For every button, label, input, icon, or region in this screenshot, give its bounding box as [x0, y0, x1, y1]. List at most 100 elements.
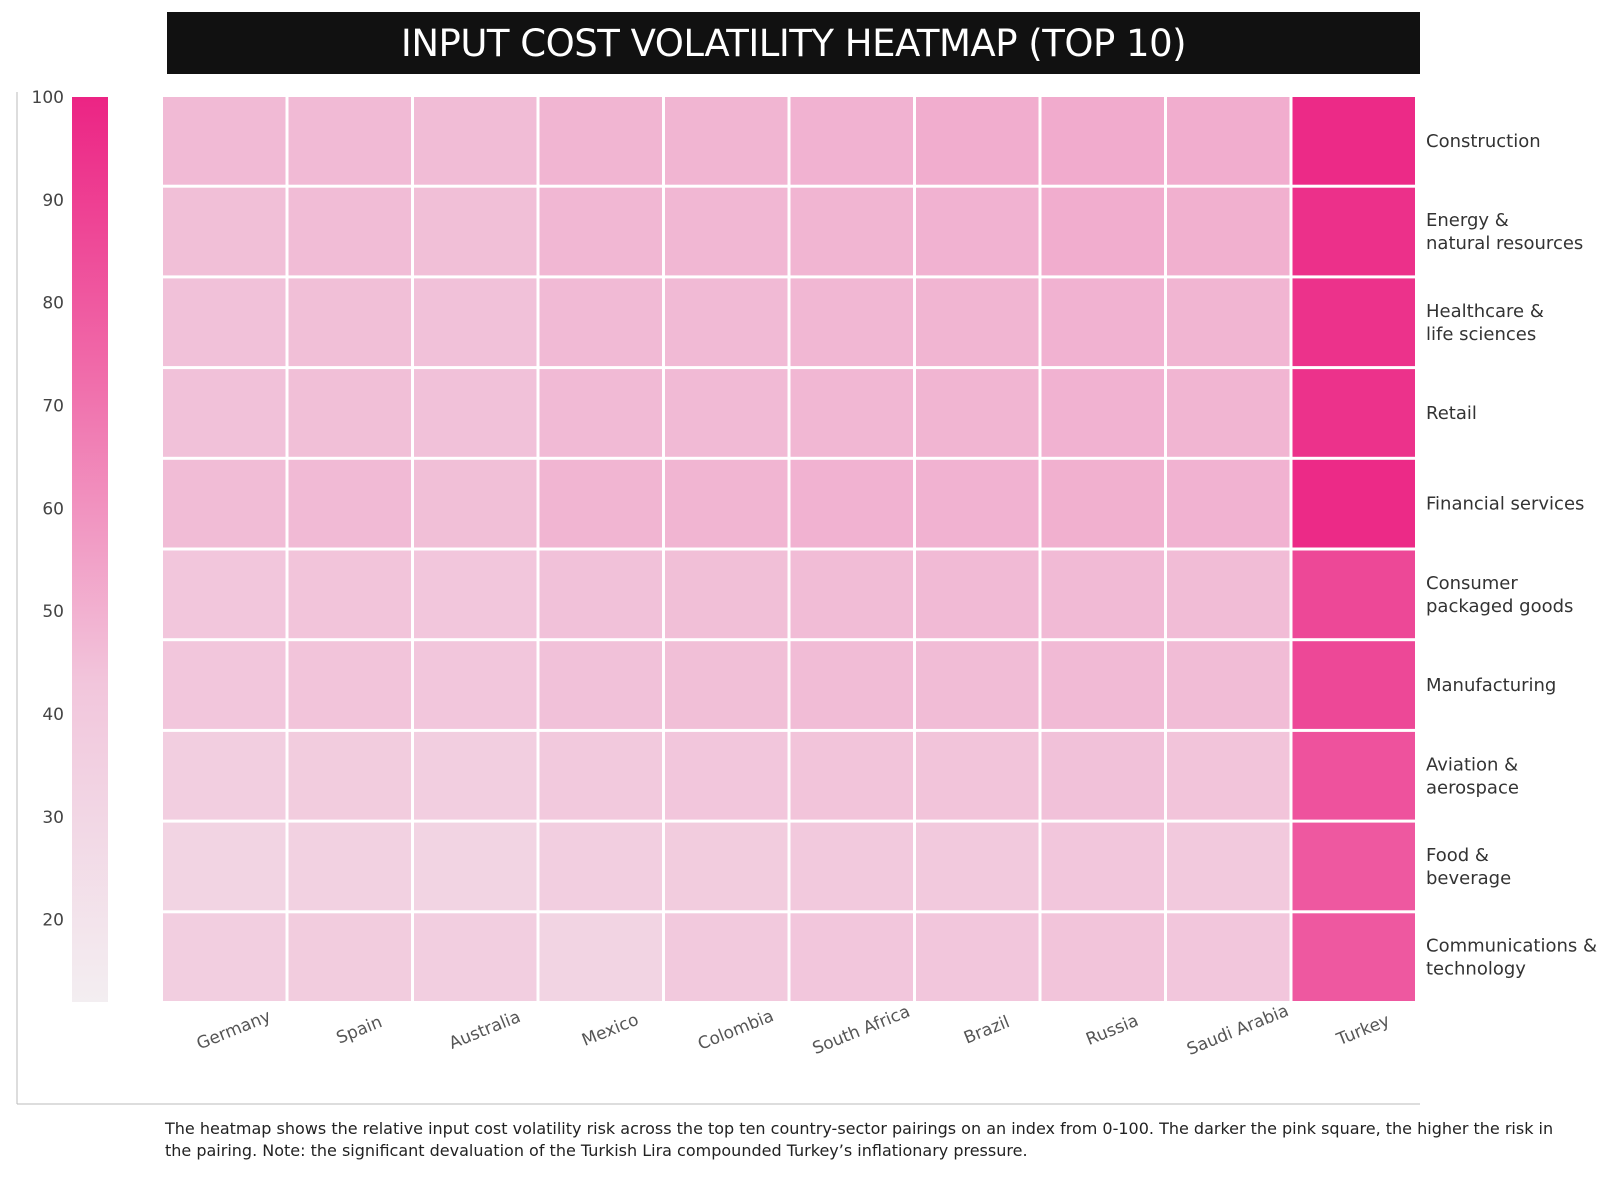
- row-label: packaged goods: [1426, 596, 1573, 617]
- row-label: Manufacturing: [1426, 675, 1556, 696]
- heatmap-cell: [1292, 97, 1415, 185]
- heatmap-cell: [916, 97, 1039, 185]
- heatmap-cell: [288, 459, 411, 548]
- column-label: Colombia: [695, 1006, 777, 1054]
- heatmap-cell: [1167, 459, 1290, 548]
- row-label: Food &: [1426, 845, 1489, 866]
- heatmap-cell: [288, 550, 411, 639]
- heatmap-cell: [163, 822, 286, 911]
- heatmap-cell: [790, 459, 913, 548]
- row-label: natural resources: [1426, 233, 1583, 254]
- scale-tick-label: 20: [42, 911, 64, 931]
- column-label: Brazil: [961, 1012, 1012, 1048]
- heatmap-cell: [790, 187, 913, 276]
- heatmap-cell: [1167, 913, 1290, 1001]
- heatmap-cell: [414, 459, 537, 548]
- row-label: Energy &: [1426, 210, 1509, 231]
- heatmap-cell: [1167, 369, 1290, 457]
- heatmap-cell: [288, 913, 411, 1001]
- heatmap-cell: [163, 550, 286, 639]
- row-label: life sciences: [1426, 324, 1536, 345]
- heatmap-cell: [1167, 731, 1290, 820]
- chart-title: INPUT COST VOLATILITY HEATMAP (TOP 10): [167, 12, 1420, 74]
- heatmap-cell: [1041, 913, 1164, 1001]
- row-label: Aviation &: [1426, 754, 1518, 775]
- heatmap-cell: [163, 731, 286, 820]
- heatmap-cell: [1292, 187, 1415, 276]
- heatmap-cell: [414, 913, 537, 1001]
- heatmap-cell: [414, 731, 537, 820]
- heatmap-cell: [1292, 369, 1415, 457]
- heatmap-cell: [1167, 187, 1290, 276]
- heatmap-cell: [539, 550, 662, 639]
- heatmap-cell: [163, 913, 286, 1001]
- column-label: Spain: [334, 1012, 386, 1048]
- column-label: Saudi Arabia: [1184, 1001, 1292, 1060]
- heatmap-cell: [1292, 550, 1415, 639]
- row-label: technology: [1426, 959, 1526, 980]
- column-label: Russia: [1083, 1011, 1141, 1050]
- heatmap-cell: [414, 822, 537, 911]
- heatmap-cell: [288, 822, 411, 911]
- heatmap-cell: [288, 187, 411, 276]
- heatmap-cell: [1292, 731, 1415, 820]
- heatmap-cell: [790, 913, 913, 1001]
- scale-tick-label: 100: [32, 88, 64, 108]
- heatmap-cell: [790, 822, 913, 911]
- heatmap-cell: [163, 97, 286, 185]
- scale-tick-label: 60: [42, 499, 64, 519]
- heatmap-cell: [665, 641, 788, 729]
- heatmap-cell: [539, 913, 662, 1001]
- heatmap-cell: [665, 369, 788, 457]
- scale-tick-label: 30: [42, 808, 64, 828]
- heatmap-cell: [288, 731, 411, 820]
- heatmap-cell: [1167, 641, 1290, 729]
- heatmap-cell: [539, 278, 662, 367]
- heatmap-cell: [163, 278, 286, 367]
- heatmap-cell: [916, 459, 1039, 548]
- heatmap-cell: [665, 187, 788, 276]
- column-label: Turkey: [1333, 1011, 1393, 1051]
- column-label: Germany: [194, 1006, 274, 1054]
- column-label: Mexico: [579, 1010, 642, 1051]
- scale-tick-label: 90: [42, 191, 64, 211]
- heatmap-cell: [163, 459, 286, 548]
- heatmap-cell: [1041, 641, 1164, 729]
- color-scale-bar: [72, 97, 108, 1002]
- heatmap-cell: [1167, 97, 1290, 185]
- heatmap-cell: [790, 731, 913, 820]
- heatmap-cell: [539, 731, 662, 820]
- column-label: Australia: [446, 1007, 523, 1054]
- heatmap-cell: [1292, 822, 1415, 911]
- heatmap-cell: [288, 641, 411, 729]
- heatmap-cell: [790, 278, 913, 367]
- heatmap-cell: [1041, 731, 1164, 820]
- row-label: Communications &: [1426, 936, 1597, 957]
- heatmap-cell: [1167, 822, 1290, 911]
- heatmap-cell: [288, 97, 411, 185]
- heatmap-cell: [665, 731, 788, 820]
- heatmap-cell: [1167, 278, 1290, 367]
- row-label: beverage: [1426, 868, 1511, 889]
- heatmap-cell: [414, 278, 537, 367]
- heatmap-cell: [163, 641, 286, 729]
- heatmap-cell: [665, 913, 788, 1001]
- heatmap-cell: [665, 550, 788, 639]
- row-label: Healthcare &: [1426, 301, 1544, 322]
- heatmap-cell: [790, 550, 913, 639]
- heatmap-cell: [916, 278, 1039, 367]
- heatmap-cell: [414, 97, 537, 185]
- heatmap-cell: [539, 641, 662, 729]
- row-label: aerospace: [1426, 777, 1519, 798]
- heatmap-cell: [1292, 913, 1415, 1001]
- heatmap-cell: [539, 459, 662, 548]
- heatmap-cell: [916, 187, 1039, 276]
- heatmap-cell: [414, 550, 537, 639]
- heatmap-cell: [916, 641, 1039, 729]
- row-label: Construction: [1426, 131, 1541, 152]
- row-label: Financial services: [1426, 494, 1584, 515]
- heatmap-cell: [1041, 459, 1164, 548]
- heatmap-cell: [916, 369, 1039, 457]
- heatmap-cell: [790, 97, 913, 185]
- heatmap-cell: [790, 641, 913, 729]
